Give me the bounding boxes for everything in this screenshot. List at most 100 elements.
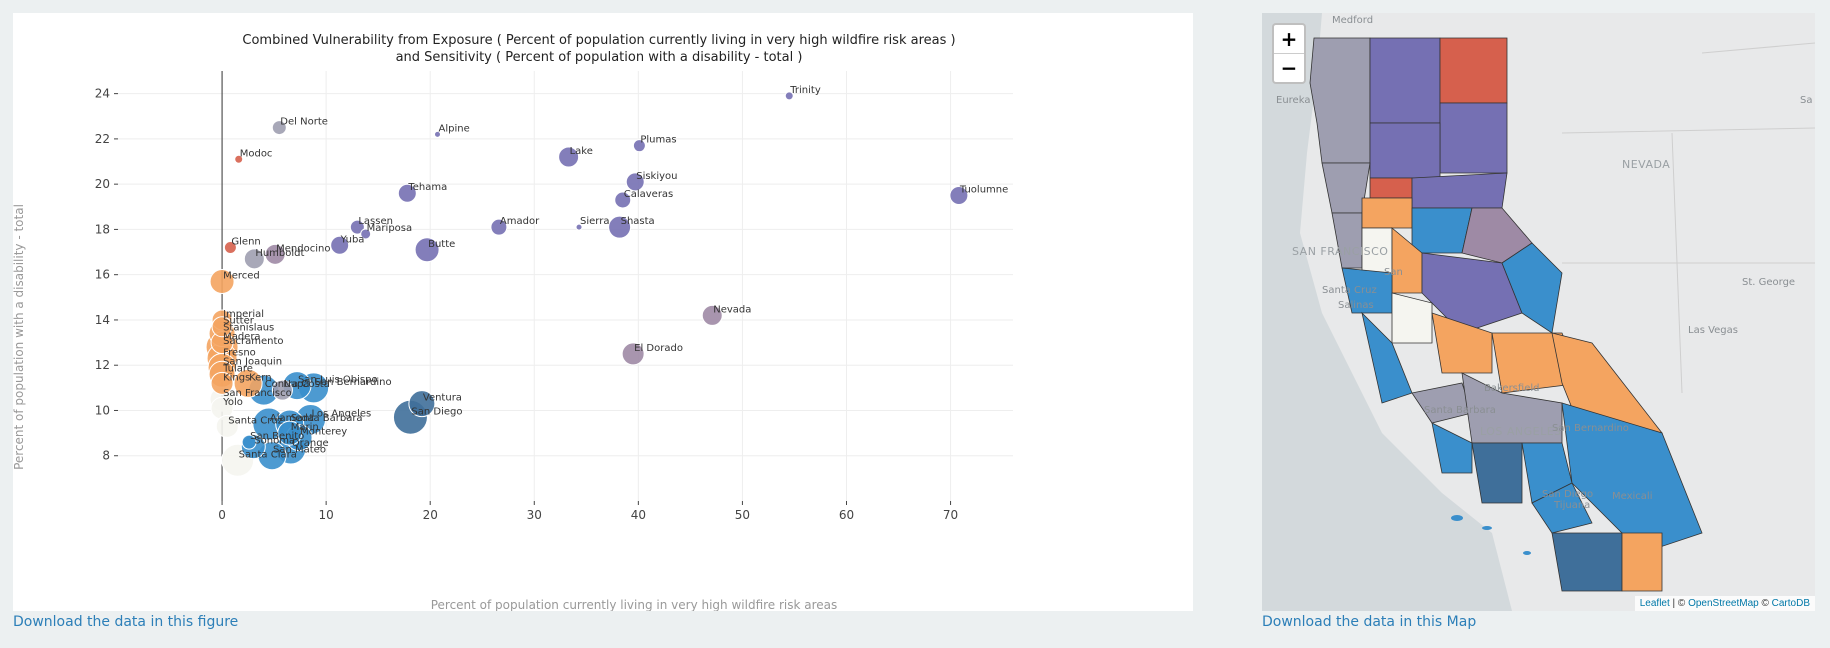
data-label: El Dorado	[634, 343, 683, 354]
data-label: Stanislaus	[223, 323, 274, 334]
point-labels: Trinity Del Norte Alpine Modoc Lake Plumas Sis…	[222, 85, 1008, 460]
data-label: Nevada	[713, 304, 751, 315]
map-label-san-bernardino: San Bernardino	[1552, 423, 1629, 434]
openstreetmap-link[interactable]: OpenStreetMap	[1688, 598, 1759, 609]
data-point	[632, 139, 646, 153]
x-axis-label: Percent of population currently living i…	[431, 598, 838, 611]
map-label-san: San	[1384, 267, 1403, 278]
data-point	[210, 371, 234, 395]
map-label-st-george: St. George	[1742, 277, 1796, 288]
channel-island	[1523, 551, 1531, 555]
map-label-sa: Sa	[1800, 95, 1813, 106]
chart-title-line2: and Sensitivity ( Percent of population …	[396, 50, 803, 65]
zoom-in-button[interactable]: +	[1274, 25, 1304, 54]
data-label: Ventura	[423, 393, 462, 404]
map-label-medford: Medford	[1332, 15, 1374, 26]
data-point	[701, 304, 723, 326]
map-canvas[interactable]	[1262, 13, 1815, 611]
data-label: San Luis Obispo	[298, 375, 378, 386]
chart-title-line1: Combined Vulnerability from Exposure ( P…	[242, 33, 955, 48]
state-borders	[1561, 42, 1815, 394]
data-label: Amador	[500, 216, 540, 227]
data-label: Lake	[570, 146, 593, 157]
chart-panel: Combined Vulnerability from Exposure ( P…	[13, 13, 1193, 630]
data-label: Tulare	[222, 363, 253, 374]
y-axis-label: Percent of population with a disability …	[13, 204, 26, 470]
data-label: Kings	[223, 372, 250, 383]
data-point	[575, 223, 583, 231]
data-label: Tehama	[407, 182, 447, 193]
data-label: Los Angeles	[312, 409, 372, 420]
map-panel: Medford Eureka NEVADA SAN FRANCISCO San …	[1222, 0, 1830, 648]
map-label-san-francisco: SAN FRANCISCO	[1292, 245, 1389, 258]
data-point	[625, 172, 645, 192]
leaflet-link[interactable]: Leaflet	[1639, 598, 1670, 609]
map-label-tijuana: Tijuana	[1554, 500, 1591, 511]
data-label: Mariposa	[367, 223, 412, 234]
scatter-chart: Combined Vulnerability from Exposure ( P…	[13, 13, 1193, 611]
data-point	[215, 414, 239, 438]
data-point	[211, 316, 233, 338]
map-label-las-vegas: Las Vegas	[1688, 325, 1738, 336]
data-label: Monterey	[300, 427, 347, 438]
y-tick-label: 22	[95, 132, 110, 146]
download-figure-data-link[interactable]: Download the data in this figure	[13, 614, 239, 630]
data-label: Orange	[292, 438, 329, 449]
channel-island	[1451, 515, 1463, 521]
attribution-sep1: | ©	[1669, 598, 1689, 609]
y-tick-label: 16	[95, 268, 110, 282]
data-label: Sacramento	[223, 336, 283, 347]
data-point	[784, 91, 794, 101]
y-tick-label: 20	[95, 177, 110, 191]
data-point	[558, 146, 580, 168]
data-point	[271, 379, 293, 401]
grid	[118, 71, 1013, 501]
zoom-out-button[interactable]: −	[1280, 56, 1298, 80]
data-point	[264, 243, 286, 265]
map-label-san-diego: San Diego	[1542, 489, 1594, 500]
data-point	[614, 191, 632, 209]
ocean	[1262, 13, 1512, 611]
data-point	[360, 228, 372, 240]
data-label: Merced	[223, 270, 260, 281]
data-label: Contra Costa	[265, 379, 330, 390]
data-label: Yolo	[222, 397, 243, 408]
data-point	[241, 434, 257, 450]
data-label: San Benito	[250, 431, 304, 442]
data-points	[205, 91, 969, 477]
california-map[interactable]: Medford Eureka NEVADA SAN FRANCISCO San …	[1262, 13, 1815, 611]
data-label: Santa Barbara	[291, 413, 363, 424]
data-label: Marin	[291, 422, 319, 433]
data-label: Sonoma	[254, 436, 295, 447]
data-point	[408, 390, 436, 418]
data-label: San Francisco	[223, 388, 292, 399]
map-label-mexicali: Mexicali	[1612, 491, 1653, 502]
x-tick-label: 60	[839, 508, 854, 522]
counties	[1309, 37, 1703, 592]
data-label: Fresno	[223, 347, 256, 358]
y-tick-label: 14	[95, 313, 110, 327]
data-point	[330, 235, 350, 255]
cartodb-link[interactable]: CartoDB	[1771, 598, 1810, 609]
data-point	[271, 120, 287, 136]
zoom-control: + −	[1272, 23, 1306, 84]
data-label: San Bernardino	[315, 377, 392, 388]
data-label: Trinity	[789, 85, 821, 96]
data-label: Siskiyou	[636, 171, 677, 182]
attribution-sep2: ©	[1758, 598, 1772, 609]
download-map-data-link[interactable]: Download the data in this Map	[1262, 614, 1477, 630]
data-label: Santa Clara	[239, 449, 297, 460]
x-tick-label: 70	[943, 508, 958, 522]
data-label: Santa Cruz	[228, 415, 283, 426]
data-label: Tuolumne	[959, 184, 1008, 195]
data-label: Butte	[428, 239, 455, 250]
data-label: Madera	[223, 332, 261, 343]
x-tick-label: 30	[527, 508, 542, 522]
data-label: Modoc	[240, 148, 273, 159]
data-label: Shasta	[621, 216, 655, 227]
y-tick-label: 10	[95, 403, 110, 417]
data-label: San Diego	[411, 406, 462, 417]
data-label: Imperial	[223, 309, 264, 320]
x-tick-label: 10	[318, 508, 333, 522]
data-point	[949, 185, 969, 205]
